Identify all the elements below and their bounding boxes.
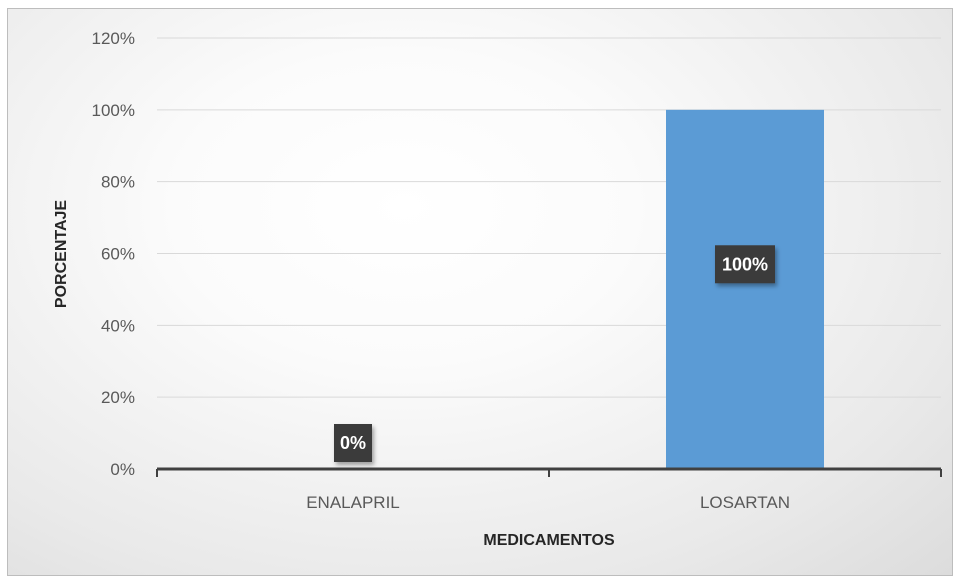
y-tick-label: 0% — [110, 460, 135, 479]
y-tick-label: 120% — [92, 29, 135, 48]
data-label: 0% — [340, 433, 366, 453]
y-axis-title: PORCENTAJE — [53, 200, 70, 308]
data-label-box — [715, 245, 775, 284]
x-tick-label: LOSARTAN — [700, 493, 790, 512]
y-tick-label: 60% — [101, 245, 135, 264]
y-tick-label: 80% — [101, 173, 135, 192]
x-axis — [156, 467, 942, 477]
y-tick-label: 100% — [92, 101, 135, 120]
y-axis-tick-labels: 0% 20% 40% 60% 80% 100% 120% — [92, 29, 135, 479]
x-axis-tick-labels: ENALAPRIL LOSARTAN — [306, 493, 790, 512]
data-label: 100% — [722, 254, 768, 274]
y-tick-label: 20% — [101, 388, 135, 407]
x-tick-label: ENALAPRIL — [306, 493, 400, 512]
bar-losartan — [666, 109, 824, 469]
data-label-box — [334, 424, 372, 462]
bars — [666, 109, 824, 469]
x-axis-title: MEDICAMENTOS — [483, 532, 615, 549]
data-labels: 0% 100% — [334, 245, 775, 462]
y-tick-label: 40% — [101, 316, 135, 335]
